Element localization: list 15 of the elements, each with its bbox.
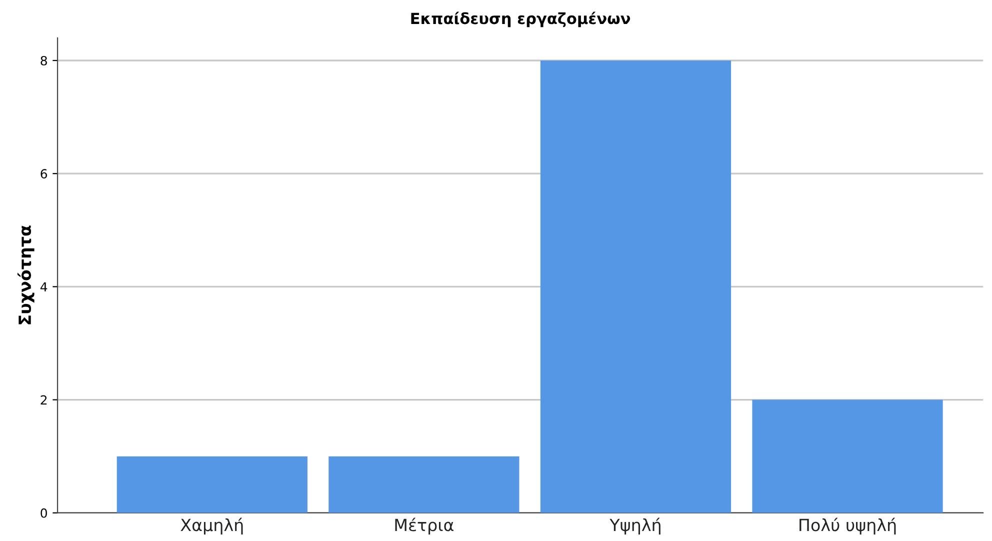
bar (540, 60, 732, 513)
y-tick-label: 0 (40, 508, 47, 518)
x-tick-label: Μέτρια (395, 518, 454, 535)
x-tick-label: Πολύ υψηλή (800, 518, 896, 535)
y-tick-label: 6 (40, 169, 48, 179)
x-tick-label: Υψηλή (610, 518, 660, 535)
y-tick-label: 2 (40, 395, 47, 405)
bar (328, 456, 520, 513)
chart-title: Εκπαίδευση εργαζομένων (411, 12, 630, 28)
x-tick-label: Χαμηλή (180, 518, 243, 535)
bar (752, 400, 943, 513)
y-tick-label: 4 (40, 282, 48, 292)
bar (116, 456, 308, 513)
y-tick-label: 8 (40, 56, 47, 66)
y-axis-title: Συχνότητα (18, 226, 34, 324)
